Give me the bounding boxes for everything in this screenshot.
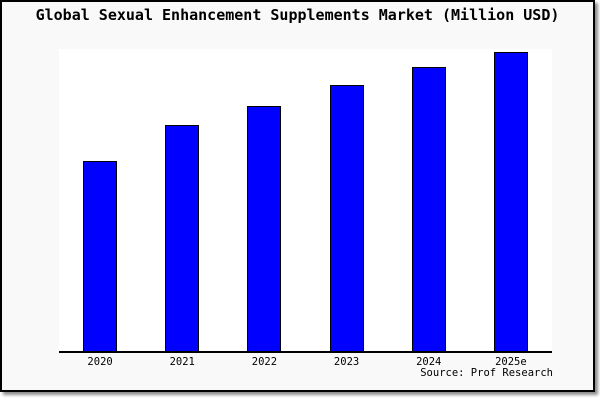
- bar-2022: [247, 106, 282, 351]
- bar-2023: [329, 85, 364, 351]
- x-tick-label-2025e: 2025e: [495, 356, 527, 368]
- x-tick-label-2023: 2023: [333, 356, 360, 368]
- chart-frame: Global Sexual Enhancement Supplements Ma…: [0, 0, 595, 392]
- bar-2025e: [493, 52, 528, 351]
- source-credit: Source: Prof Research: [420, 367, 553, 379]
- chart-title: Global Sexual Enhancement Supplements Ma…: [35, 6, 560, 24]
- bar-2021: [165, 124, 200, 351]
- x-axis: 2020 2021 2022 2023 2024 2025e: [59, 356, 552, 370]
- bar-2020: [83, 160, 118, 351]
- x-tick-label-2024: 2024: [416, 356, 442, 368]
- x-tick-label-2020: 2020: [87, 356, 113, 368]
- x-tick-label-2021: 2021: [169, 356, 195, 368]
- bar-2024: [411, 67, 446, 351]
- plot-area: [59, 49, 552, 353]
- x-tick-label-2022: 2022: [251, 356, 278, 368]
